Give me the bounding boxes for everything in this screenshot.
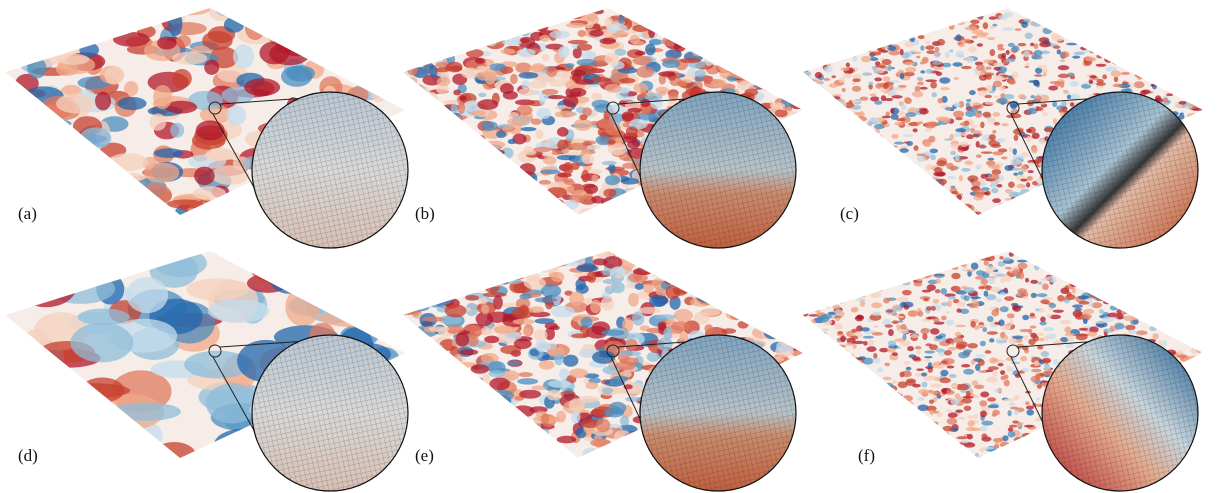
zoom-border (639, 334, 797, 492)
panel-label: (d) (18, 446, 38, 465)
panel-label: (f) (858, 446, 875, 465)
zoom-border (1041, 91, 1199, 249)
zoom-source (1006, 344, 1020, 358)
zoom-border (639, 91, 797, 249)
zoom-border (251, 91, 409, 249)
zoom-source (606, 344, 620, 358)
panel (403, 251, 803, 492)
panel-label: (b) (415, 204, 435, 223)
zoom-mesh (1042, 92, 1198, 248)
zoom-mesh (252, 92, 408, 248)
panel (803, 8, 1203, 249)
zoom-mesh (252, 335, 408, 491)
panel-label: (a) (18, 204, 37, 223)
zoom-border (1041, 334, 1199, 492)
zoom-source (606, 101, 620, 115)
panel (5, 251, 409, 492)
zoom-border (251, 334, 409, 492)
panel (403, 8, 803, 249)
zoom-mesh (640, 92, 796, 248)
zoom-source (208, 344, 222, 358)
panel (803, 251, 1203, 492)
zoom-source (208, 101, 222, 115)
panel-label: (c) (840, 204, 859, 223)
zoom-mesh (640, 335, 796, 491)
panel (5, 8, 409, 249)
zoom-mesh (1042, 335, 1198, 491)
zoom-source (1006, 101, 1020, 115)
panel-label: (e) (415, 446, 434, 465)
